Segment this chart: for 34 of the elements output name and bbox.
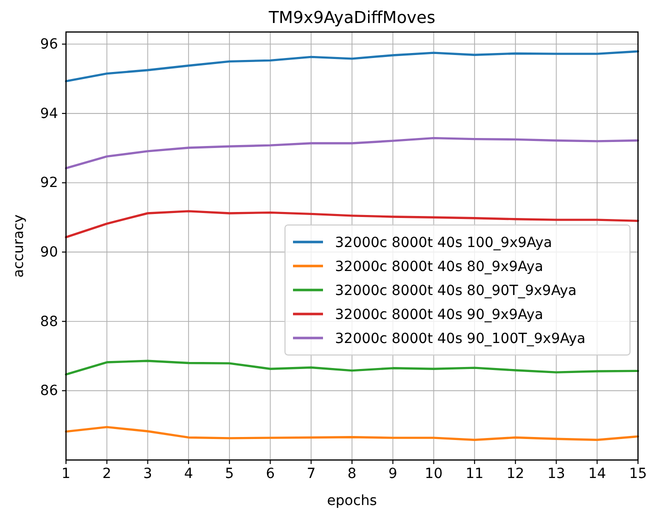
x-tick-label: 14 <box>588 466 606 482</box>
legend-label: 32000c 8000t 40s 80_90T_9x9Aya <box>335 283 577 299</box>
chart-title: TM9x9AyaDiffMoves <box>268 8 436 27</box>
x-tick-label: 12 <box>506 466 524 482</box>
y-tick-label: 86 <box>40 383 58 400</box>
x-tick-label: 9 <box>388 466 398 482</box>
line-series <box>64 50 640 82</box>
x-tick-label: 4 <box>184 466 194 482</box>
legend-label: 32000c 8000t 40s 100_9x9Aya <box>335 235 552 251</box>
y-axis-title: accuracy <box>11 214 27 278</box>
y-tick-label: 94 <box>40 106 58 122</box>
x-tick-label: 1 <box>62 466 70 482</box>
legend-label: 32000c 8000t 40s 80_9x9Aya <box>335 259 544 275</box>
y-tick-label: 96 <box>40 36 58 53</box>
x-tick-label: 2 <box>102 466 112 482</box>
line-series <box>64 426 640 441</box>
x-tick-label: 13 <box>547 466 566 482</box>
x-tick-label: 8 <box>348 466 356 482</box>
legend-label: 32000c 8000t 40s 90_100T_9x9Aya <box>335 331 586 347</box>
x-tick-label: 6 <box>266 466 275 482</box>
legend-label: 32000c 8000t 40s 90_9x9Aya <box>335 307 544 323</box>
x-axis-title: epochs <box>327 493 377 509</box>
y-tick-label: 90 <box>40 244 58 261</box>
x-tick-label: 10 <box>424 466 443 482</box>
line-series <box>64 210 640 238</box>
x-tick-label: 5 <box>224 466 234 482</box>
x-tick-label: 11 <box>466 466 484 482</box>
x-tick-label: 3 <box>143 466 152 482</box>
line-series <box>64 360 640 376</box>
y-tick-label: 92 <box>40 175 58 192</box>
x-tick-label: 15 <box>629 466 646 482</box>
x-tick-label: 7 <box>306 466 316 482</box>
y-tick-label: 88 <box>40 314 58 330</box>
line-series <box>64 136 640 170</box>
